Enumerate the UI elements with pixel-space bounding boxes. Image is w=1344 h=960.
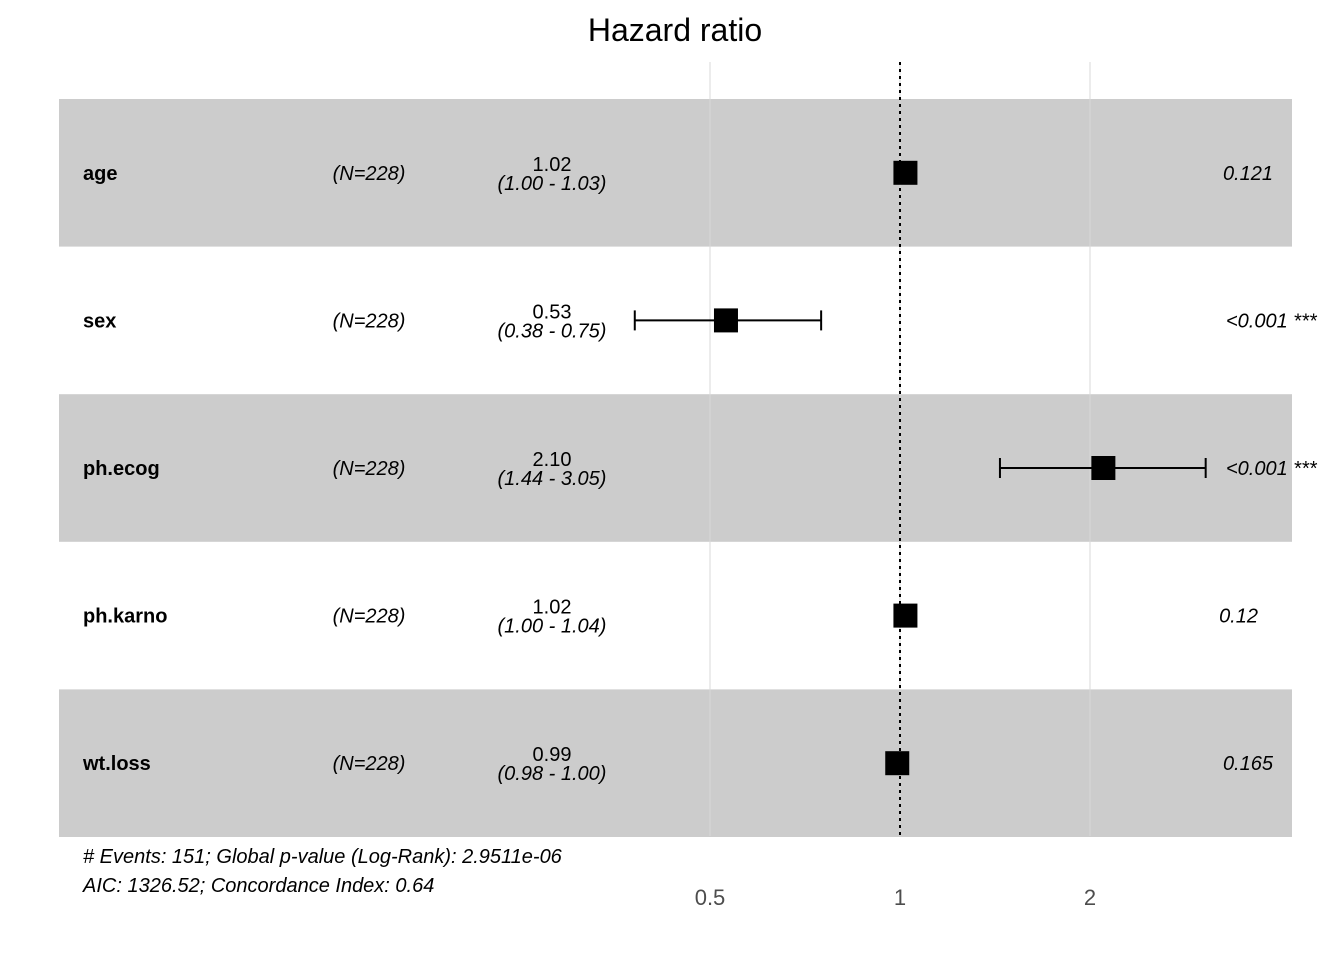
p-value-label: <0.001 *** [1226, 310, 1318, 332]
footnote-events: # Events: 151; Global p-value (Log-Rank)… [83, 846, 563, 868]
p-value-label: 0.165 [1223, 753, 1274, 775]
ci-label: (1.44 - 3.05) [498, 468, 607, 490]
forest-row: wt.loss (N=228) 0.99(0.98 - 1.00) 0.165 [82, 744, 1274, 785]
hr-marker [1091, 456, 1116, 480]
variable-label: ph.ecog [83, 458, 160, 480]
row-band [59, 689, 1292, 837]
x-tick-label: 0.5 [695, 885, 726, 910]
forest-row: ph.ecog (N=228) 2.10(1.44 - 3.05) <0.001 **… [83, 449, 1318, 490]
p-value-label: 0.121 [1223, 163, 1273, 185]
n-label: (N=228) [333, 310, 406, 332]
p-value-label: <0.001 *** [1226, 458, 1318, 480]
x-tick-label: 2 [1084, 885, 1096, 910]
hr-marker [893, 160, 918, 185]
p-value-label: 0.12 [1219, 606, 1258, 628]
hr-marker [893, 603, 918, 628]
ci-label: (0.98 - 1.00) [498, 763, 607, 785]
n-label: (N=228) [333, 163, 406, 185]
hr-label: 0.53 [533, 301, 572, 323]
forest-row: sex (N=228) 0.53(0.38 - 0.75) <0.001 *** [83, 301, 1318, 342]
variable-label: age [83, 163, 117, 185]
hr-label: 1.02 [533, 597, 572, 619]
n-label: (N=228) [333, 753, 406, 775]
hr-label: 1.02 [533, 154, 572, 176]
variable-label: sex [83, 310, 116, 332]
n-label: (N=228) [333, 606, 406, 628]
chart-title: Hazard ratio [588, 12, 762, 48]
ci-label: (0.38 - 0.75) [498, 320, 607, 342]
x-tick-label: 1 [894, 885, 906, 910]
ci-label: (1.00 - 1.04) [498, 616, 607, 638]
forest-row: age (N=228) 1.02(1.00 - 1.03) 0.121 [83, 154, 1273, 195]
hr-label: 0.99 [533, 744, 572, 766]
forest-row: ph.karno (N=228) 1.02(1.00 - 1.04) 0.12 [83, 597, 1258, 638]
x-axis-ticks: 0.5 1 2 [695, 885, 1096, 910]
variable-label: wt.loss [82, 753, 151, 775]
footnote-aic: AIC: 1326.52; Concordance Index: 0.64 [82, 875, 434, 897]
row-band [59, 99, 1292, 247]
ci-label: (1.00 - 1.03) [498, 173, 607, 195]
n-label: (N=228) [333, 458, 406, 480]
hr-marker [713, 308, 738, 333]
hr-label: 2.10 [533, 449, 572, 471]
hr-marker [885, 751, 910, 776]
variable-label: ph.karno [83, 606, 167, 628]
